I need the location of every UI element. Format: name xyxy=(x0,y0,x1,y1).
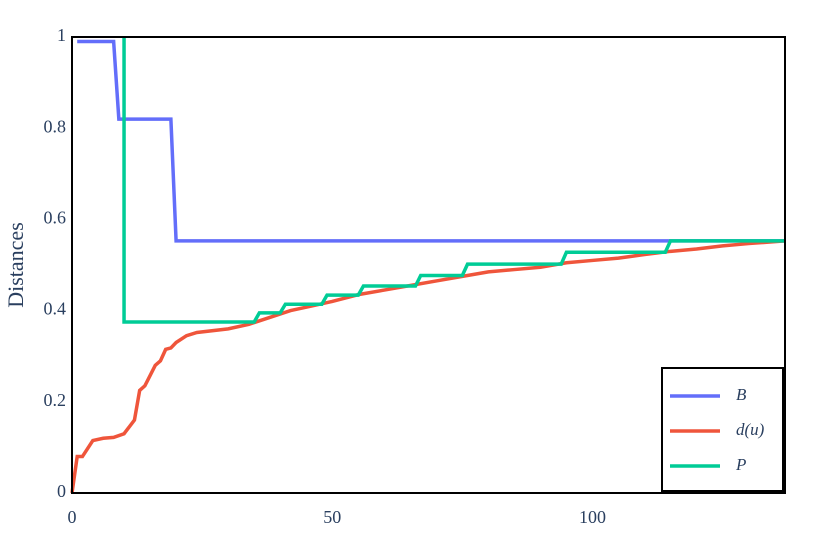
y-tick-label: 0.2 xyxy=(44,390,67,410)
x-tick-label: 0 xyxy=(68,507,77,527)
legend-label: P xyxy=(735,455,746,474)
x-tick-label: 100 xyxy=(579,507,606,527)
x-tick-label: 50 xyxy=(323,507,341,527)
plot-frame xyxy=(71,36,786,494)
y-tick-label: 1 xyxy=(57,25,66,45)
y-axis-label: Distances xyxy=(3,222,28,308)
y-tick-label: 0.6 xyxy=(44,208,67,228)
data-line xyxy=(122,37,785,324)
y-tick-label: 0 xyxy=(57,481,66,501)
data-line xyxy=(77,39,785,243)
legend-label: B xyxy=(736,385,747,404)
y-tick-label: 0.4 xyxy=(44,299,67,319)
y-tick-label: 0.8 xyxy=(44,116,67,136)
legend-label: d(u) xyxy=(736,420,765,439)
